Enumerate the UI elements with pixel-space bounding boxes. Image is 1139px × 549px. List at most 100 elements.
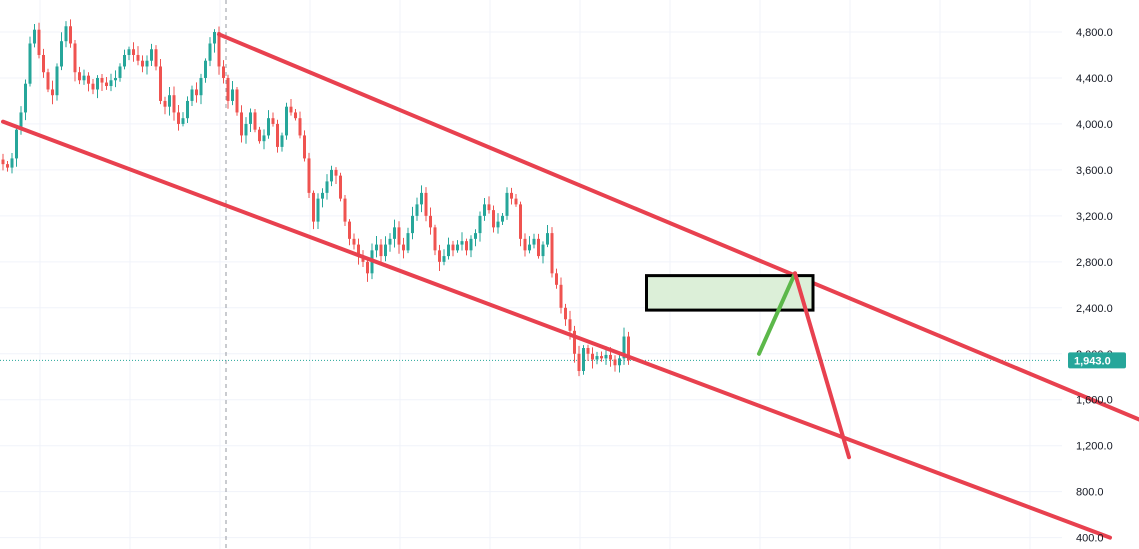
candle-body (559, 284, 563, 308)
candle-body (100, 77, 104, 83)
candle-body (15, 129, 18, 159)
candle-body (339, 175, 342, 199)
price-axis-tick-label: 3,600.0 (1076, 165, 1113, 177)
projection-down-line[interactable] (793, 271, 851, 460)
candle-body (442, 256, 446, 262)
candle-body (69, 26, 72, 44)
candle-body (325, 181, 329, 193)
candle-body (321, 192, 324, 199)
candle-body (136, 54, 140, 61)
candle-body (55, 66, 59, 96)
candle-body (411, 215, 414, 234)
candles (1, 19, 630, 377)
candle-body (609, 354, 612, 360)
channel-upper-line[interactable] (217, 32, 1139, 447)
candle-body (474, 233, 477, 239)
candle-body (555, 273, 558, 285)
candle-body (514, 198, 518, 205)
price-axis-tick-label: 1,200.0 (1076, 441, 1113, 453)
candle-body (24, 83, 27, 113)
candle-body (114, 77, 117, 81)
candle-body (271, 118, 275, 124)
candle-body (568, 319, 572, 331)
candle-body (424, 192, 428, 216)
candle-body (177, 112, 180, 124)
candle-body (460, 241, 464, 245)
candle-body (208, 43, 212, 61)
last-price-badge: 1,943.0 (1068, 352, 1126, 369)
candle-body (366, 261, 369, 274)
candle-body (438, 250, 441, 262)
candle-body (492, 210, 495, 228)
candle-body (289, 106, 293, 113)
candle-body (537, 238, 540, 257)
candle-body (627, 336, 630, 361)
candle-body (550, 233, 554, 274)
candle-body (312, 192, 315, 222)
price-axis-tick-label: 4,000.0 (1076, 119, 1113, 131)
candle-body (532, 238, 536, 245)
price-axis-tick-label: 1,600.0 (1076, 395, 1113, 407)
candle-body (357, 244, 360, 257)
candle-body (235, 89, 239, 113)
candle-body (190, 89, 194, 101)
price-axis[interactable]: 4,800.0 4,400.0 4,000.0 3,600.0 3,200.0 2,800… (1076, 27, 1113, 545)
candle-body (204, 60, 207, 78)
candle-body (573, 330, 576, 354)
candle-body (415, 204, 419, 216)
candle-body (132, 49, 135, 55)
candle-body (465, 241, 468, 251)
candle-body (618, 358, 621, 366)
candle-body (330, 169, 333, 182)
candle-body (384, 244, 387, 257)
candle-body (109, 80, 113, 87)
candle-body (393, 227, 396, 239)
candle-body (91, 83, 95, 90)
candle-body (501, 215, 504, 222)
candle-body (159, 66, 162, 101)
candle-body (217, 32, 221, 67)
candle-body (1, 159, 5, 165)
candle-body (222, 66, 225, 78)
candle-body (375, 244, 378, 251)
channel-lower-line[interactable] (1, 119, 1112, 540)
candle-body (258, 129, 261, 142)
candle-body (613, 359, 617, 366)
candle-body (402, 244, 405, 251)
candle-body (510, 192, 513, 199)
candle-body (19, 112, 23, 130)
price-axis-tick-label: 3,200.0 (1076, 211, 1113, 223)
candle-body (519, 204, 522, 239)
candle-body (87, 75, 90, 84)
price-axis-tick-label: 800.0 (1076, 487, 1104, 499)
candle-body (586, 348, 590, 354)
candle-body (591, 353, 594, 360)
candle-body (600, 356, 603, 359)
candle-body (181, 118, 185, 124)
candle-body (262, 135, 266, 142)
candle-body (316, 198, 320, 222)
candle-body (105, 82, 108, 87)
candle-body (622, 336, 626, 359)
candle-body (213, 32, 216, 44)
drawings[interactable] (1, 32, 1139, 540)
candle-body (123, 54, 126, 67)
price-axis-tick-label: 4,800.0 (1076, 27, 1113, 39)
candle-body (244, 123, 248, 136)
candle-body (388, 238, 392, 245)
candle-body (582, 348, 585, 372)
candle-body (127, 49, 131, 55)
candle-body (469, 238, 473, 251)
projection-up-line[interactable] (757, 271, 797, 356)
candle-body (6, 164, 9, 168)
candle-body (523, 238, 527, 251)
candle-body (307, 158, 311, 193)
candle-body (78, 72, 81, 81)
candle-body (168, 95, 171, 107)
candle-body (249, 112, 252, 124)
price-axis-tick-label: 2,800.0 (1076, 257, 1113, 269)
candle-body (397, 227, 401, 245)
candle-body (145, 60, 149, 67)
